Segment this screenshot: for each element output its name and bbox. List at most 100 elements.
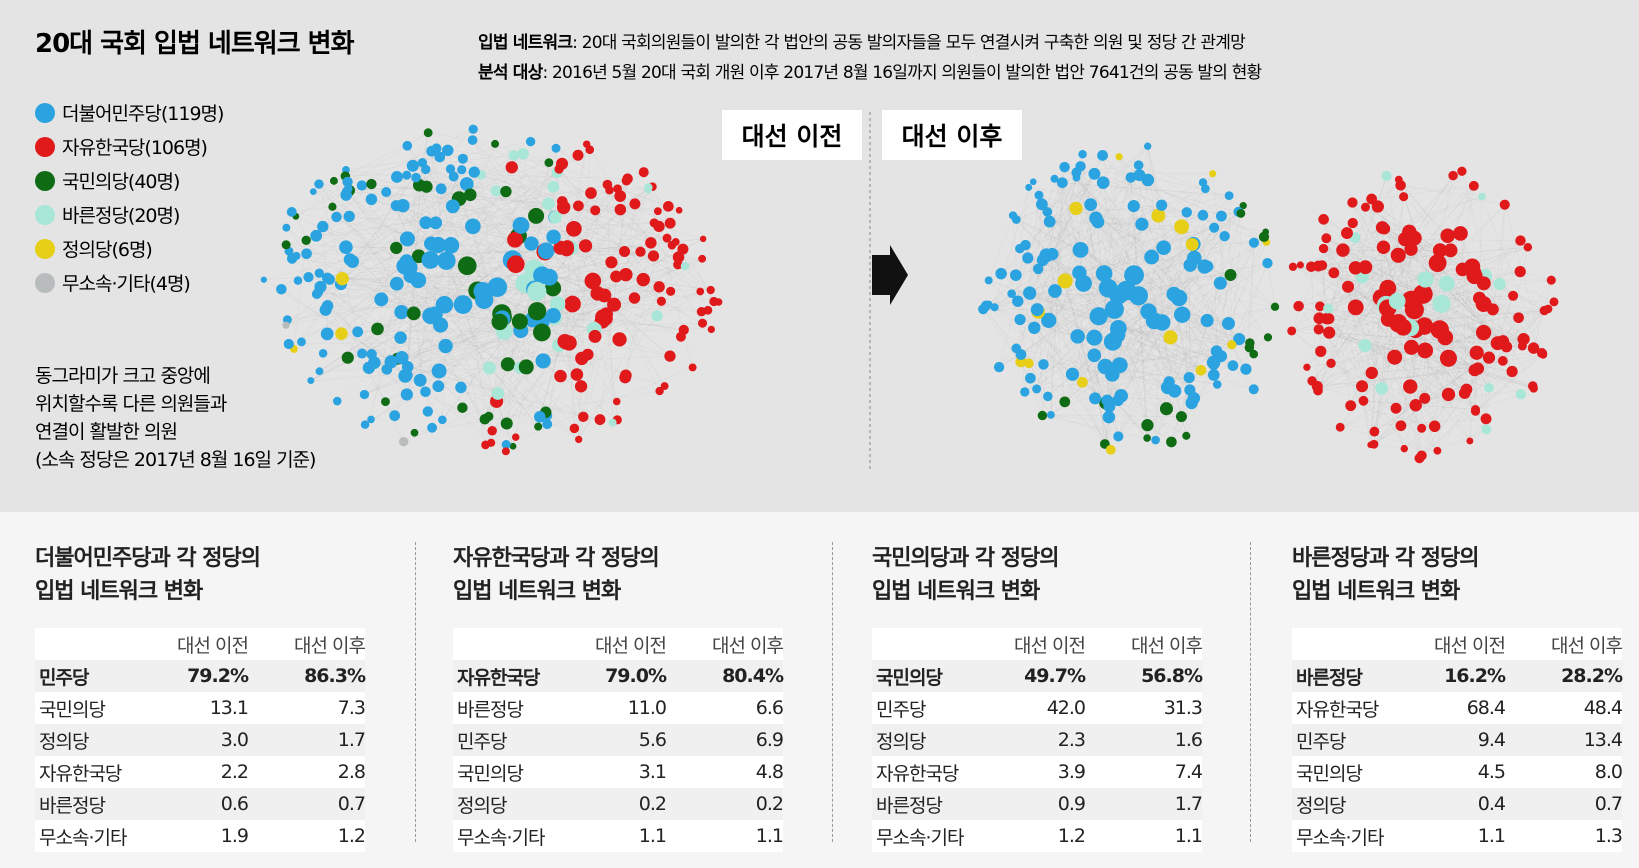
edge bbox=[1329, 332, 1523, 347]
node bbox=[1200, 313, 1214, 328]
edge bbox=[318, 183, 358, 332]
edge bbox=[1364, 345, 1513, 372]
edge bbox=[556, 172, 652, 244]
node bbox=[457, 165, 467, 175]
node bbox=[1030, 303, 1044, 317]
node bbox=[1318, 243, 1329, 254]
node bbox=[1212, 380, 1222, 389]
edge bbox=[1082, 309, 1115, 383]
edge bbox=[316, 222, 655, 237]
node bbox=[473, 281, 492, 301]
edge bbox=[364, 321, 500, 395]
node bbox=[1007, 289, 1016, 298]
edge bbox=[306, 162, 549, 241]
node bbox=[1296, 261, 1304, 269]
edge bbox=[1342, 249, 1523, 347]
description: 분석 대상: 2016년 5월 20대 국회 개원 이후 2017년 8월 16… bbox=[478, 63, 1262, 83]
node bbox=[561, 335, 577, 351]
table-block: 바른정당과 각 정당의 입법 네트워크 변화 대선 이전 대선 이후 바른정당 16.2%… bbox=[1292, 542, 1623, 852]
edge bbox=[1104, 320, 1155, 445]
edge bbox=[586, 144, 703, 324]
table-row: 정의당 2.3 1.6 bbox=[872, 724, 1203, 756]
node bbox=[339, 240, 353, 254]
node bbox=[400, 369, 413, 382]
edge bbox=[345, 169, 625, 252]
edge bbox=[1497, 295, 1514, 344]
edge bbox=[1317, 323, 1399, 387]
edge bbox=[1028, 187, 1119, 437]
edge bbox=[1328, 235, 1448, 309]
node bbox=[398, 436, 409, 447]
edge bbox=[1093, 177, 1132, 356]
edge bbox=[1112, 262, 1268, 342]
edge bbox=[406, 174, 668, 239]
edge bbox=[381, 292, 537, 300]
edge bbox=[315, 235, 579, 440]
node bbox=[1484, 382, 1494, 393]
node bbox=[394, 331, 407, 344]
node bbox=[1323, 303, 1334, 314]
node bbox=[491, 387, 505, 400]
node bbox=[442, 237, 460, 254]
edge bbox=[1011, 293, 1073, 375]
edge bbox=[1038, 194, 1193, 245]
node bbox=[672, 251, 685, 263]
node bbox=[1347, 299, 1364, 316]
edge bbox=[1139, 174, 1230, 196]
table-title-line: 입법 네트워크 변화 bbox=[35, 579, 203, 604]
node bbox=[1417, 342, 1434, 359]
node bbox=[315, 367, 324, 376]
edge bbox=[1319, 303, 1484, 319]
edge bbox=[519, 291, 701, 368]
edge bbox=[1387, 288, 1471, 442]
table-cell: 국민의당 bbox=[876, 666, 943, 689]
edge bbox=[491, 321, 501, 431]
edge bbox=[1011, 293, 1112, 450]
node bbox=[343, 210, 355, 223]
edge bbox=[349, 155, 515, 260]
node bbox=[698, 254, 707, 263]
node bbox=[688, 363, 697, 372]
node bbox=[534, 422, 543, 431]
edge bbox=[1318, 329, 1489, 388]
node bbox=[620, 369, 632, 382]
edge bbox=[1054, 290, 1214, 376]
edge bbox=[555, 148, 575, 429]
table-cell: 7.4 bbox=[1174, 761, 1203, 783]
edge bbox=[1419, 350, 1426, 459]
edge bbox=[547, 303, 573, 416]
edge bbox=[347, 357, 516, 438]
edge bbox=[1364, 345, 1397, 409]
table-cell: 국민의당 bbox=[39, 698, 106, 721]
node bbox=[1432, 243, 1448, 258]
edge bbox=[1439, 310, 1545, 330]
edge bbox=[1238, 263, 1268, 340]
node bbox=[534, 411, 546, 423]
node bbox=[511, 433, 520, 441]
edge bbox=[1050, 414, 1119, 437]
node bbox=[457, 402, 468, 413]
edge bbox=[1382, 227, 1420, 459]
node bbox=[427, 422, 438, 433]
description: 입법 네트워크: 20대 국회의원들이 발의한 각 법안의 공동 발의자들을 모… bbox=[478, 33, 1246, 53]
edge bbox=[497, 141, 531, 288]
node bbox=[1336, 243, 1350, 257]
edge bbox=[347, 181, 549, 205]
node bbox=[535, 353, 551, 369]
node bbox=[413, 373, 427, 387]
edge bbox=[342, 278, 505, 332]
node bbox=[1156, 199, 1168, 211]
table-title-line: 입법 네트워크 변화 bbox=[1292, 579, 1460, 604]
node bbox=[584, 272, 602, 290]
node bbox=[613, 184, 622, 194]
node bbox=[675, 206, 683, 214]
edge bbox=[340, 283, 483, 292]
table-cell: 바른정당 bbox=[457, 698, 524, 721]
node bbox=[1033, 263, 1044, 275]
node bbox=[341, 351, 354, 364]
node bbox=[1097, 358, 1114, 375]
node bbox=[1144, 142, 1152, 150]
table-row: 바른정당 16.2% 28.2% bbox=[1292, 660, 1623, 692]
node bbox=[1248, 384, 1259, 395]
edge bbox=[1328, 222, 1354, 319]
